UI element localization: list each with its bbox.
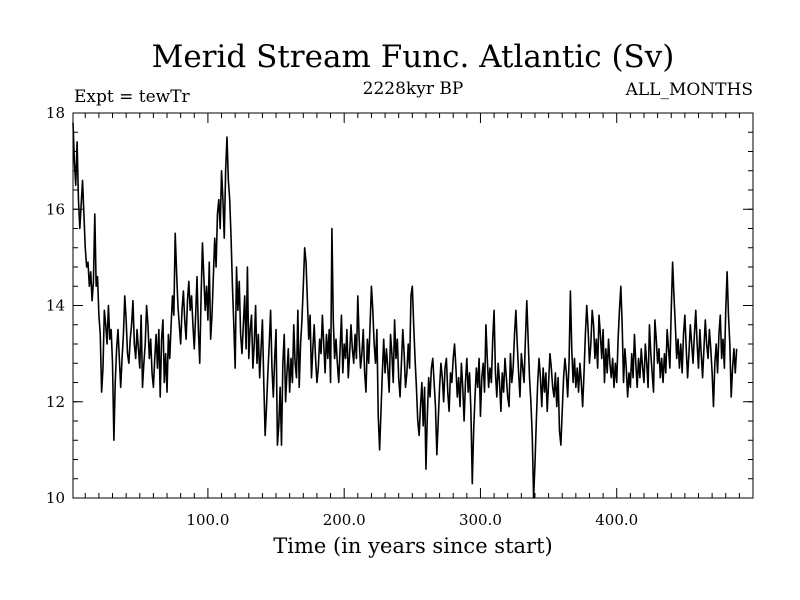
- y-tick-label: 18: [46, 104, 65, 122]
- y-tick-label: 14: [46, 297, 65, 315]
- x-tick-label: 200.0: [323, 511, 366, 529]
- x-tick-label: 400.0: [595, 511, 638, 529]
- x-tick-label: 300.0: [459, 511, 502, 529]
- y-axis: 10 12 14 16 18: [46, 104, 753, 507]
- x-tick-label: 100.0: [186, 511, 229, 529]
- y-tick-label: 12: [46, 393, 65, 411]
- chart-title: Merid Stream Func. Atlantic (Sv): [152, 39, 675, 75]
- x-axis: 100.0 200.0 300.0 400.0: [84, 113, 740, 529]
- experiment-label: Expt = tewTr: [74, 87, 191, 107]
- y-tick-label: 10: [46, 489, 65, 507]
- x-axis-label: Time (in years since start): [273, 534, 552, 558]
- series-line: [72, 122, 738, 499]
- months-label: ALL_MONTHS: [625, 80, 753, 100]
- series-layer: [72, 122, 738, 499]
- period-label: 2228kyr BP: [363, 79, 464, 99]
- y-tick-label: 16: [46, 200, 65, 218]
